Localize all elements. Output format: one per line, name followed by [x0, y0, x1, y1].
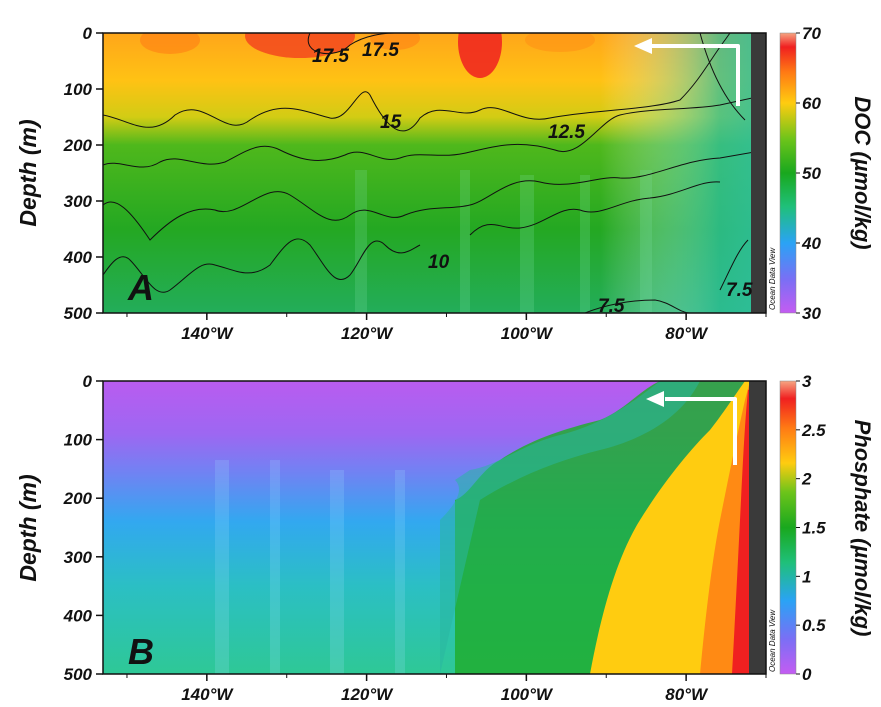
y-tick-label: 400: [63, 606, 93, 625]
panel-b-colorbar-label: Phosphate (µmol/kg): [850, 420, 875, 637]
x-tick-label: 120°W: [341, 685, 394, 704]
panel-b-x-ticks: 140°W 120°W 100°W 80°W: [126, 674, 767, 704]
contour-label: 7.5: [598, 296, 625, 317]
panel-a-colorbar-ticks: 30 40 50 60 70: [796, 24, 821, 323]
x-tick-label: 140°W: [181, 324, 234, 343]
panel-b-streaks: [215, 460, 405, 674]
phosphate-transition: [440, 381, 700, 674]
doc-high-patch: [140, 33, 200, 54]
colorbar-tick-label: 1: [802, 567, 811, 586]
contour-7-5-right: [719, 239, 749, 291]
panel-b-land-mask: [749, 381, 766, 674]
x-tick-label: 100°W: [501, 324, 554, 343]
y-tick-label: 200: [63, 489, 93, 508]
contour-label: 12.5: [548, 122, 585, 143]
panel-b-y-label: Depth (m): [15, 474, 41, 581]
panel-a-land-mask: [751, 33, 766, 313]
panel-a-y-label: Depth (m): [15, 119, 41, 226]
colorbar-tick-label: 40: [801, 234, 821, 253]
contour-label: 10: [428, 252, 450, 273]
colorbar-tick-label: 30: [802, 304, 821, 323]
colorbar-tick-label: 50: [802, 164, 821, 183]
panel-b-arrow-head: [646, 391, 664, 407]
doc-high-patch: [370, 33, 420, 50]
colorbar-tick-label: 60: [802, 94, 821, 113]
panel-b-y-ticks: 0 100 200 300 400 500: [63, 372, 103, 684]
colorbar-tick-label: 0.5: [802, 616, 826, 635]
y-tick-label: 300: [64, 548, 93, 567]
panel-a-flow-arrow: [650, 44, 740, 106]
panel-a-x-ticks: 140°W 120°W 100°W 80°W: [126, 313, 767, 343]
x-tick-label: 80°W: [665, 685, 709, 704]
panel-b-flow-arrow: [665, 397, 737, 465]
colorbar-tick-label: 0: [802, 665, 812, 684]
contour-label: 17.5: [312, 46, 349, 67]
panel-b-phosphate-section: B Ocean Data View 140°W 120°W 100°W 80°W 0 1…: [15, 372, 875, 704]
odv-watermark: Ocean Data View: [768, 247, 777, 310]
panel-a-arrow-head: [634, 38, 652, 54]
y-tick-label: 400: [63, 248, 93, 267]
panel-label: A: [127, 267, 154, 308]
panel-b-colorbar: [779, 380, 797, 675]
contour-10-mid: [469, 181, 721, 236]
odv-watermark: Ocean Data View: [768, 609, 777, 672]
x-tick-label: 140°W: [181, 685, 234, 704]
colorbar-tick-label: 3: [802, 372, 812, 391]
contour-15: [103, 33, 731, 132]
panel-label: B: [128, 631, 154, 672]
y-tick-label: 0: [83, 372, 93, 391]
contour-label: 17.5: [362, 40, 399, 61]
panel-b-colorbar-ticks: 0 0.5 1 1.5 2 2.5 3: [796, 372, 826, 684]
y-tick-label: 300: [64, 192, 93, 211]
colorbar-tick-label: 2.5: [801, 421, 826, 440]
doc-high-patch: [525, 33, 595, 52]
panel-a-frame: [102, 32, 767, 314]
panel-b-frame: [102, 380, 767, 675]
x-tick-label: 100°W: [501, 685, 554, 704]
colorbar-tick-label: 1.5: [802, 519, 826, 538]
panel-a-streaks: [355, 170, 652, 313]
contour-label: 15: [380, 112, 402, 133]
colorbar-tick-label: 70: [802, 24, 821, 43]
doc-high-patch: [245, 33, 355, 58]
y-tick-label: 500: [64, 304, 93, 323]
y-tick-label: 100: [64, 431, 93, 450]
y-tick-label: 0: [83, 24, 93, 43]
contour-10-upper: [103, 149, 766, 241]
contour-12-5: [103, 94, 766, 168]
panel-a-colorbar-label: DOC (µmol/kg): [850, 96, 875, 249]
contour-17-5: [307, 33, 396, 54]
contour-label: 7.5: [726, 280, 753, 301]
panel-a-y-ticks: 0 100 200 300 400 500: [63, 24, 103, 323]
y-tick-label: 100: [64, 80, 93, 99]
panel-a-colorbar: [779, 32, 797, 314]
x-tick-label: 120°W: [341, 324, 394, 343]
colorbar-tick-label: 2: [801, 470, 812, 489]
y-tick-label: 200: [63, 136, 93, 155]
panel-a-doc-section: 17.5 17.5 15 12.5 10 7.5 7.5 A Ocean Dat…: [15, 24, 875, 343]
contour-10-lower: [103, 238, 421, 293]
x-tick-label: 80°W: [665, 324, 709, 343]
doc-high-patch: [458, 33, 502, 78]
contour-7-5: [584, 299, 691, 313]
y-tick-label: 500: [64, 665, 93, 684]
